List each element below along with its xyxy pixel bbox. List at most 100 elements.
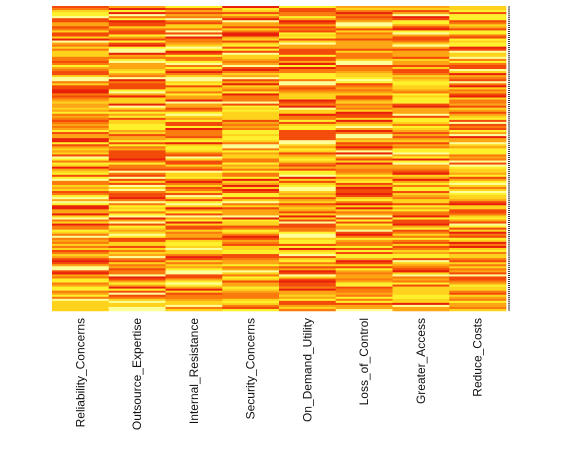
heatmap-cell [222,266,280,269]
heatmap-cell [335,306,393,310]
heatmap-cell [392,237,450,241]
heatmap-cell [279,274,337,277]
heatmap-cell [392,109,450,112]
heatmap-cell [108,8,166,11]
heatmap-cell [449,225,507,228]
heatmap-cell [52,146,110,149]
heatmap-cell [222,306,280,310]
heatmap-cell [335,304,393,308]
heatmap-cell [335,180,393,184]
heatmap-cell [108,152,166,155]
heatmap-cell [52,215,110,218]
heatmap-cell [279,52,337,56]
heatmap-cell [165,186,223,190]
heatmap-cell [449,130,507,133]
heatmap-cell [335,164,393,167]
heatmap-cell [52,276,110,279]
heatmap-cell [449,40,507,43]
heatmap-cell [222,81,280,84]
heatmap-cell [165,99,223,102]
heatmap-cell [279,203,337,206]
heatmap-cell [165,32,223,35]
heatmap-cell [165,199,223,202]
heatmap-cell [335,91,393,94]
heatmap-cell [165,123,223,127]
heatmap-cell [449,148,507,151]
heatmap-cell [392,136,450,139]
heatmap-cell [449,30,507,33]
heatmap-cell [108,91,166,94]
heatmap-cell [449,14,507,17]
heatmap-cell [52,26,110,29]
heatmap-cell [392,81,450,84]
heatmap-cell [165,258,223,261]
heatmap-cell [392,207,450,210]
heatmap-cell [222,256,280,259]
heatmap-cell [108,42,166,45]
heatmap-cell [335,282,393,285]
heatmap-cell [392,239,450,243]
heatmap-cell [279,99,337,102]
heatmap-cell [392,247,450,251]
heatmap-cell [449,132,507,135]
heatmap-cell [392,306,450,310]
heatmap-cell [279,64,337,68]
heatmap-cell [165,302,223,306]
heatmap-cell [449,272,507,275]
heatmap-cell [52,85,110,88]
heatmap-cell [165,174,223,178]
heatmap-cell [449,180,507,184]
heatmap-cell [449,197,507,200]
heatmap-cell [108,170,166,173]
heatmap-cell [279,164,337,167]
heatmap-cell [52,14,110,17]
heatmap-cell [392,71,450,74]
heatmap-cell [108,105,166,108]
heatmap-cell [52,140,110,143]
heatmap-cell [392,193,450,196]
heatmap-cell [108,140,166,143]
heatmap-cell [165,26,223,29]
heatmap-cell [165,158,223,161]
heatmap-cell [279,201,337,204]
heatmap-cell [52,150,110,153]
heatmap-cell [165,256,223,259]
heatmap-cell [392,62,450,66]
heatmap-cell [52,252,110,255]
heatmap-cell [222,225,280,228]
heatmap-cell [165,38,223,41]
heatmap-cell [165,42,223,45]
heatmap-cell [222,30,280,33]
heatmap-cell [392,130,450,133]
heatmap-cell [108,12,166,15]
heatmap-cell [165,180,223,184]
heatmap-cell [335,168,393,171]
heatmap-cell [52,213,110,216]
column-label: Outsource_Expertise [130,318,144,430]
heatmap-cell [392,18,450,21]
heatmap-cell [279,119,337,123]
heatmap-cell [52,193,110,196]
heatmap-cell [52,144,110,147]
heatmap-cell [392,195,450,198]
heatmap-cell [392,142,450,145]
heatmap-cell [52,302,110,306]
heatmap-cell [108,193,166,196]
heatmap-cell [222,22,280,25]
heatmap-cell [165,60,223,64]
heatmap-cell [392,264,450,267]
heatmap-cell [279,189,337,192]
heatmap-cell [222,237,280,241]
heatmap-cell [279,60,337,64]
heatmap-cell [392,258,450,261]
heatmap-cell [108,52,166,56]
heatmap-cell [165,113,223,117]
heatmap-cell [108,282,166,285]
heatmap-cell [392,75,450,78]
heatmap-cell [335,189,393,192]
heatmap-cell [279,306,337,310]
heatmap-cell [165,241,223,245]
heatmap-cell [222,280,280,283]
heatmap-cell [392,26,450,29]
heatmap-cell [222,197,280,200]
